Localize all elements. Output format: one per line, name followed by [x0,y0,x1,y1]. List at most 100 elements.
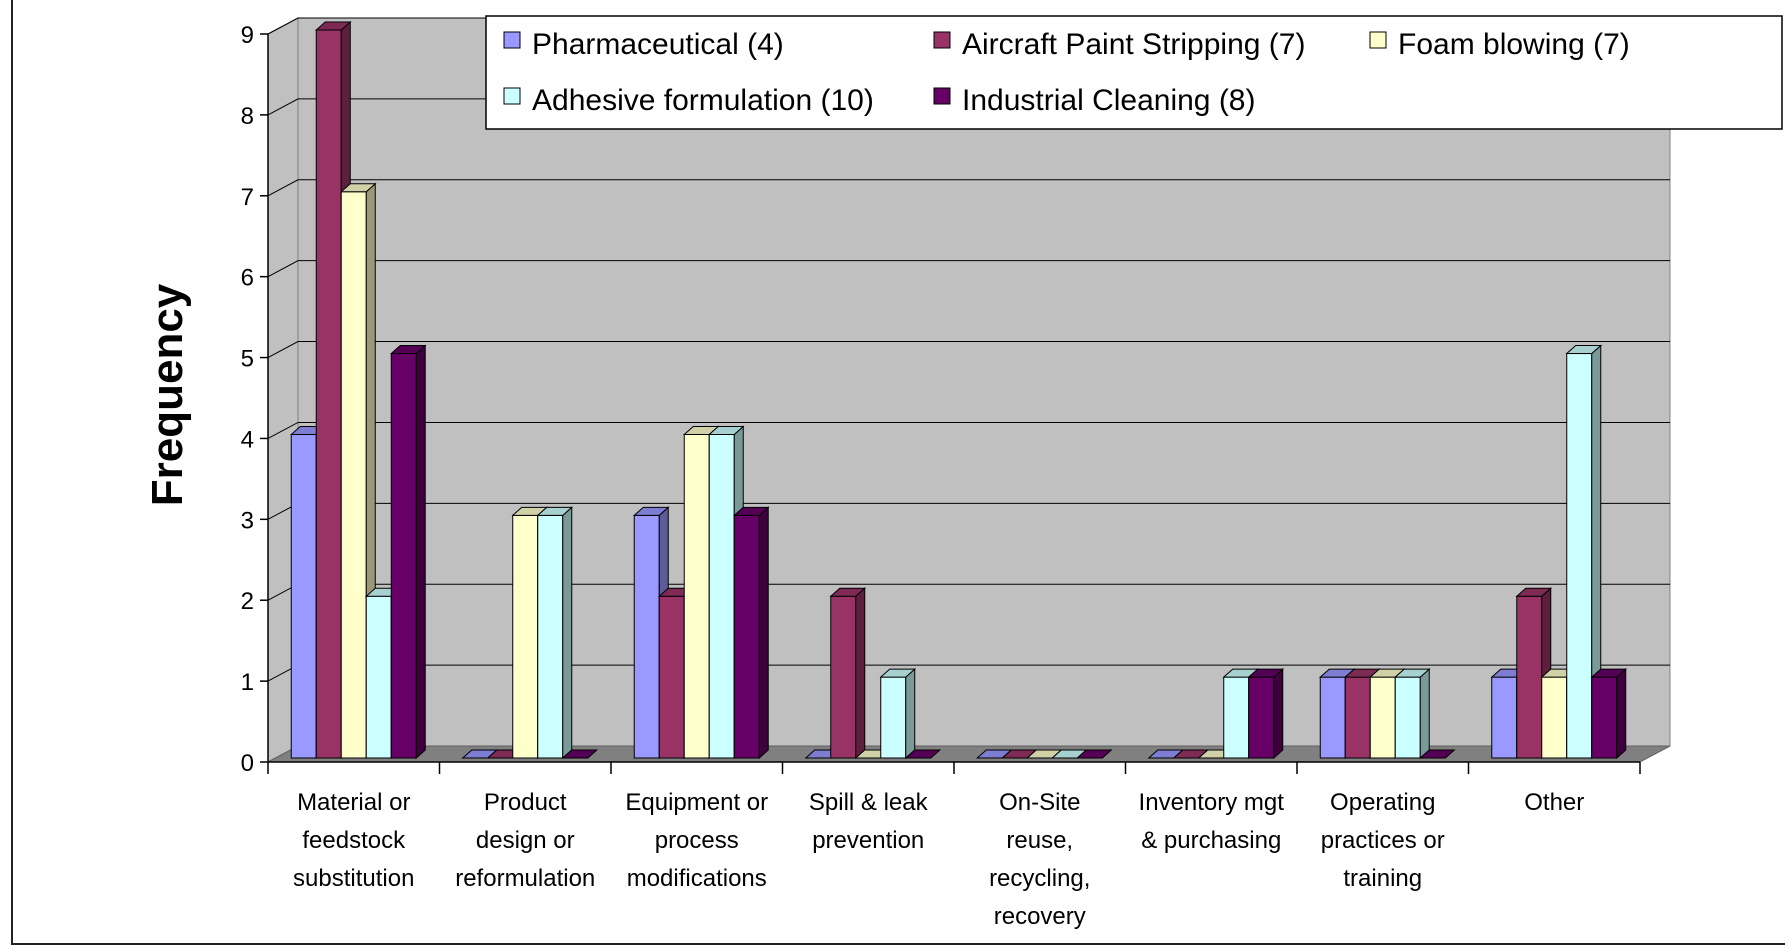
bar-front [1319,676,1346,759]
bar-side [562,506,573,760]
bar-top [732,506,770,516]
legend-entry: Aircraft Paint Stripping (7) [962,28,1305,61]
y-tick-label: 5 [241,346,254,373]
x-category-label: On-Site reuse, recycling, recovery [989,789,1090,930]
bar [1590,667,1628,760]
legend-entry: Industrial Cleaning (8) [962,84,1255,117]
bar [1075,749,1113,759]
bar-front [633,514,660,759]
legend-box [485,15,1783,130]
bar-front [1248,676,1275,759]
bar-front [290,433,317,759]
bar-front [1541,676,1568,759]
y-tick-label: 2 [241,588,254,615]
bar-front [365,595,392,759]
bar-top [879,668,917,678]
y-tick-label: 1 [241,669,254,696]
bar-side [1419,667,1430,760]
x-category-label: Product design or reformulation [455,789,595,892]
y-tick-label: 0 [241,750,254,777]
gridline [267,179,1670,197]
x-category-labels: Material or feedstock substitution Product d… [293,789,1584,930]
bar-top [1075,749,1113,759]
bar-side [855,587,866,760]
gridline [267,341,1670,358]
bar-front [537,514,564,759]
bar-front [1394,676,1421,759]
legend-entry: Adhesive formulation (10) [532,84,874,117]
x-category-label: Other [1524,789,1584,816]
bar-top [1590,668,1628,678]
bar-side [905,667,916,760]
bars [289,20,1628,760]
bar-top [1565,345,1603,355]
legend-entry: Pharmaceutical (4) [532,28,784,61]
bar-front [390,353,417,759]
bar-top [561,749,599,759]
bar-top [389,345,427,355]
bar-front [1566,353,1593,759]
bar-front [315,29,342,759]
bar-top [632,506,670,516]
bar-front [340,191,367,759]
bar-front [733,514,760,759]
bar-top [1247,668,1285,678]
bar-front [830,595,857,759]
bar-front [708,433,735,759]
bar-front [512,514,539,759]
bar-top [339,183,377,193]
bar-side [415,344,426,760]
bar-front [683,433,710,759]
bar-front [1491,676,1518,759]
y-tick-label: 6 [241,265,254,292]
x-category-label: Equipment or process modifications [625,789,768,892]
y-tick-label: 9 [241,22,254,49]
legend-swatch [933,31,951,49]
bar-top [904,749,942,759]
legend-entry: Foam blowing (7) [1398,28,1630,61]
bar [536,506,574,760]
y-tick-label: 4 [241,426,254,453]
bar [1247,667,1285,760]
legend: Pharmaceutical (4) Aircraft Paint Strippi… [485,15,1783,130]
x-category-label: Operating practices or training [1321,789,1445,892]
bar-top [707,425,745,435]
bar-side [758,506,769,760]
bar [1393,667,1431,760]
bar [1418,749,1456,759]
bar-top [1393,668,1431,678]
bar-top [829,587,867,597]
bar [904,749,942,759]
legend-swatch [503,87,521,105]
bar-front [1591,676,1618,759]
bar-front [880,676,907,759]
axes [260,33,1641,774]
bar-front [1223,676,1250,759]
bar-front [1516,595,1543,759]
bar-front [1369,676,1396,759]
bar [389,344,427,760]
bar-side [1616,667,1627,760]
legend-swatch [1369,31,1387,49]
y-tick-labels: 0 1 2 3 4 5 6 7 8 9 [241,22,254,777]
bar [829,587,867,760]
bar-top [1418,749,1456,759]
y-axis-label: Frequency [143,283,192,506]
y-tick-label: 7 [241,184,254,211]
legend-swatch [503,31,521,49]
bar-top [1515,587,1553,597]
gridline [267,260,1670,278]
x-category-label: Material or feedstock substitution [293,789,414,892]
bar-front [1344,676,1371,759]
legend-swatch [933,87,951,105]
bar-side [1273,667,1284,760]
y-tick-label: 8 [241,103,254,130]
bar-top [314,21,352,31]
bar [732,506,770,760]
x-category-label: Spill & leak prevention [809,789,929,854]
x-category-label: Inventory mgt & purchasing [1139,789,1285,854]
gridline [267,421,1670,439]
bar-top [536,506,574,516]
